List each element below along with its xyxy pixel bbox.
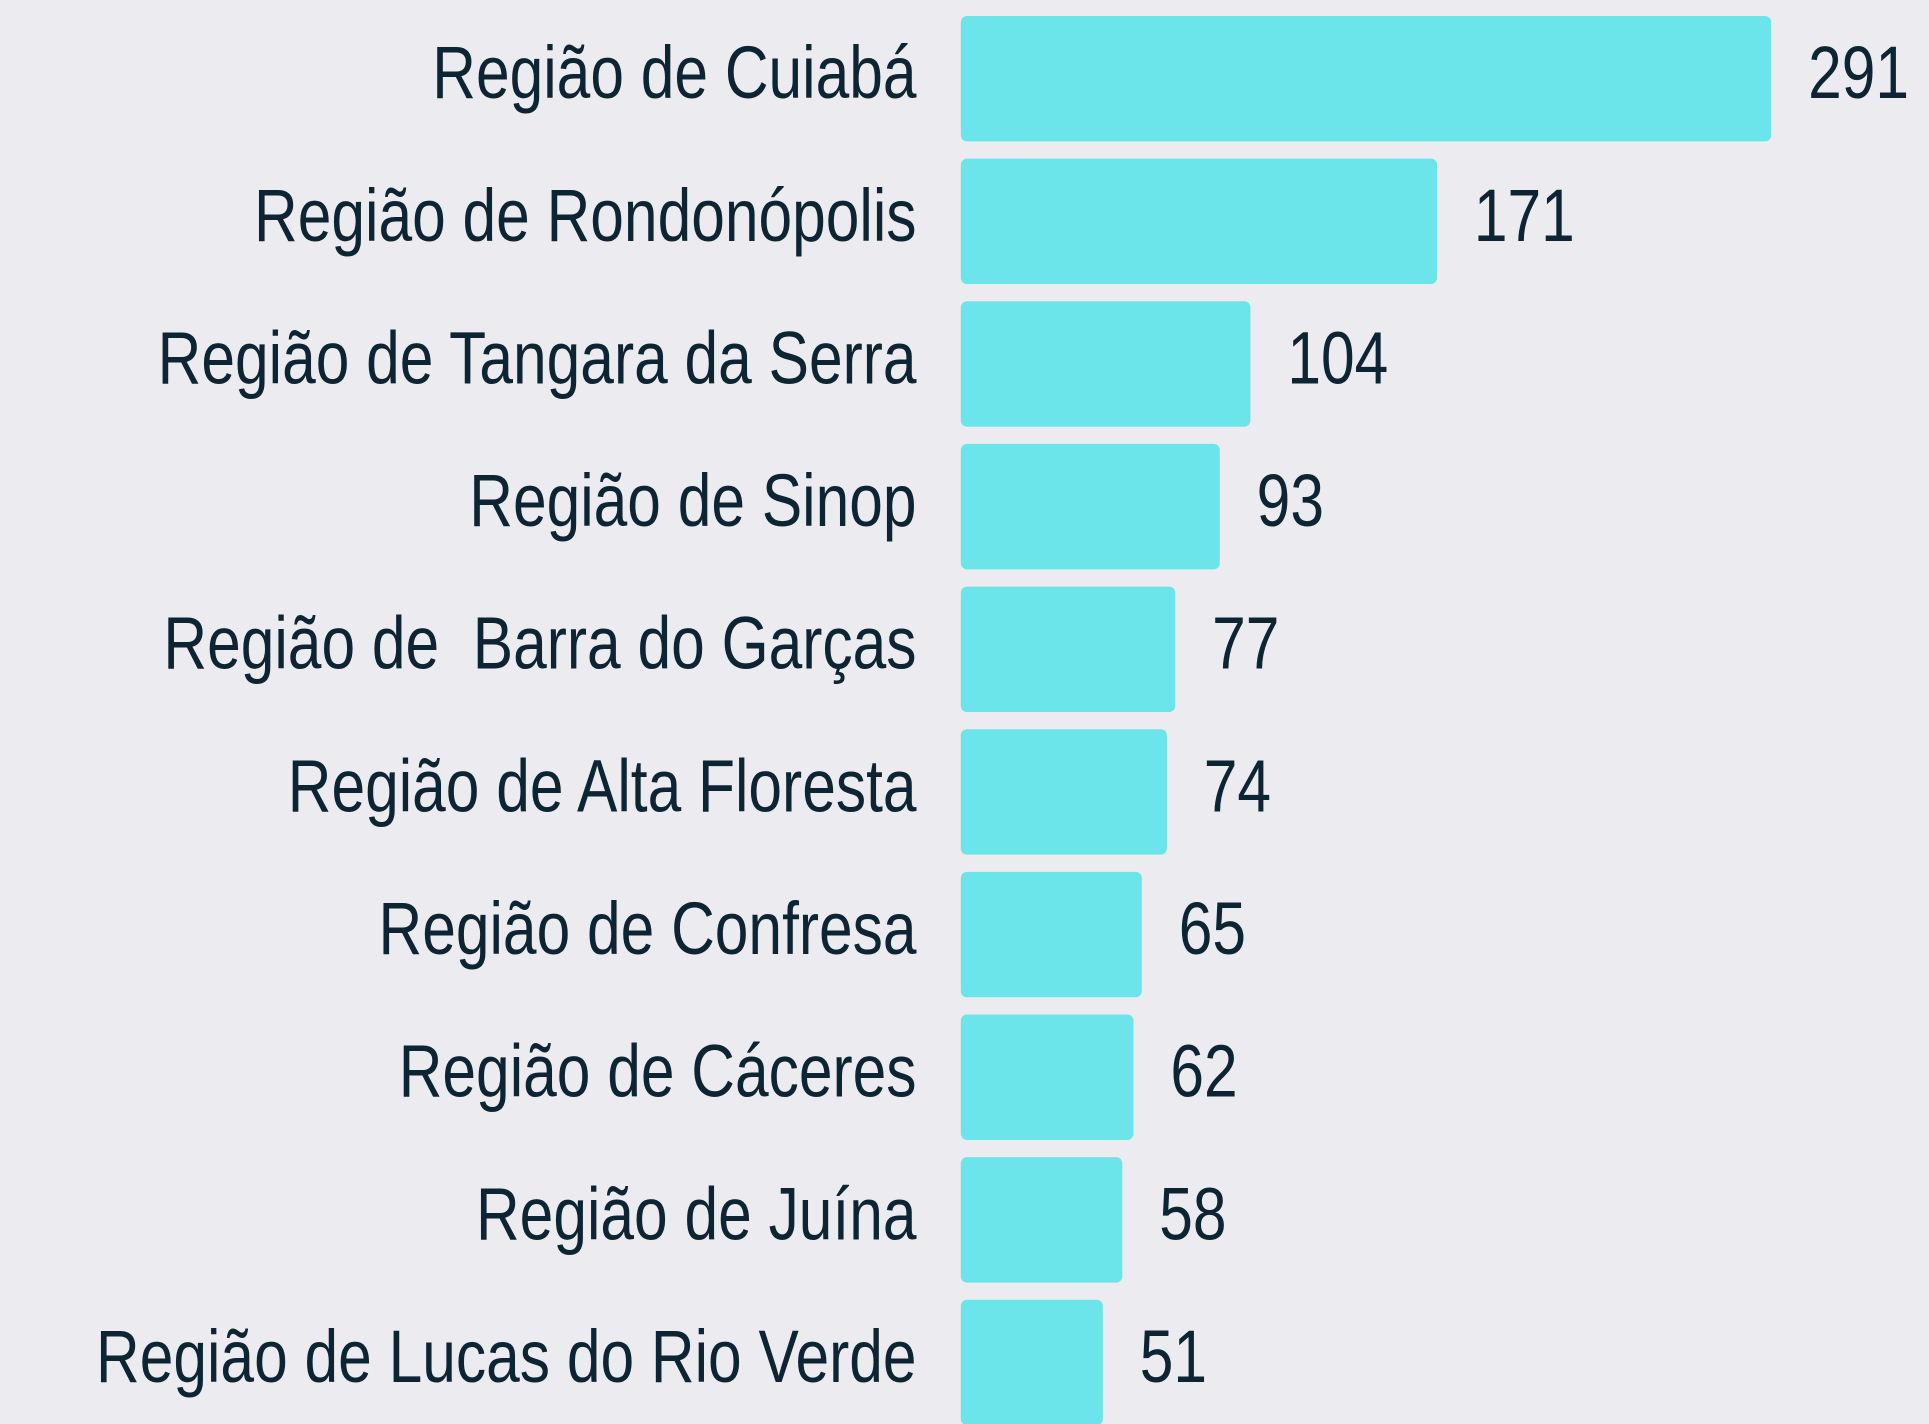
category-label: Região de Tangara da Serra — [158, 318, 917, 400]
bar — [960, 729, 1167, 855]
bar — [960, 158, 1438, 285]
bar — [960, 1157, 1123, 1283]
text-layer: Região de Cuiabá 291 Região de Rondonópoli… — [96, 33, 1909, 1399]
value-label: 51 — [1140, 1316, 1207, 1398]
value-label: 77 — [1212, 603, 1279, 685]
bar — [960, 15, 1772, 142]
bar — [960, 301, 1251, 427]
value-label: 93 — [1257, 461, 1324, 543]
bar — [960, 871, 1142, 998]
category-label: Região de Confresa — [379, 888, 917, 970]
category-label: Região de Rondonópolis — [254, 175, 916, 257]
category-label: Região de Lucas do Rio Verde — [96, 1316, 917, 1398]
category-label: Região de Juína — [476, 1174, 917, 1256]
bar — [960, 1299, 1103, 1424]
value-label: 65 — [1179, 888, 1246, 970]
category-label: Região de Barra do Garças — [163, 603, 916, 685]
category-label: Região de Cuiabá — [432, 33, 917, 115]
value-label: 291 — [1808, 33, 1909, 115]
value-label: 62 — [1170, 1031, 1237, 1113]
bar — [960, 1014, 1134, 1140]
value-label: 74 — [1204, 746, 1271, 828]
value-label: 104 — [1287, 318, 1388, 400]
category-label: Região de Cáceres — [399, 1031, 917, 1113]
category-label: Região de Sinop — [469, 461, 916, 543]
value-label: 58 — [1159, 1174, 1226, 1256]
value-label: 171 — [1474, 175, 1575, 257]
category-label: Região de Alta Floresta — [288, 746, 917, 828]
bar — [960, 443, 1220, 570]
bar — [960, 586, 1176, 712]
